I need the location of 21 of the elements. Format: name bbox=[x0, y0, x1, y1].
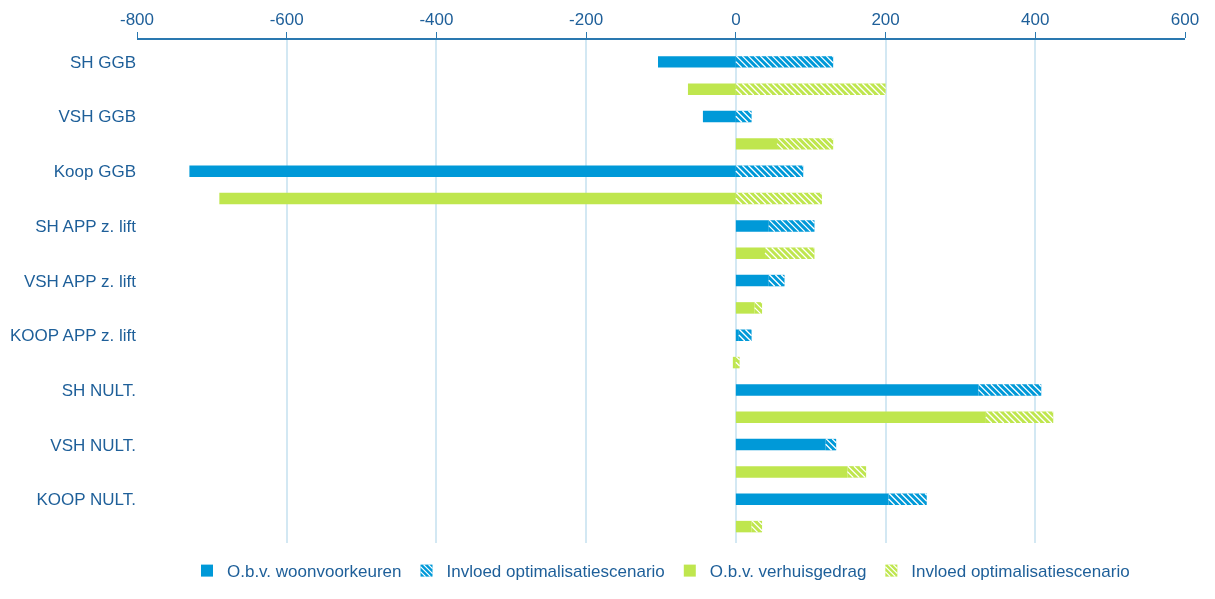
x-tick-label: -800 bbox=[119, 10, 155, 30]
y-tick-label: SH APP z. lift bbox=[35, 216, 137, 236]
x-tick-label: 600 bbox=[1170, 10, 1200, 30]
y-tick-label: VSH GGB bbox=[58, 107, 136, 127]
x-tick-label: -400 bbox=[419, 10, 454, 30]
y-tick-label: SH GGB bbox=[69, 52, 136, 72]
y-tick-label: VSH APP z. lift bbox=[23, 271, 137, 291]
x-tick-label: -600 bbox=[269, 10, 304, 30]
y-tick-label: SH NULT. bbox=[61, 380, 136, 400]
x-tick-label: 0 bbox=[731, 10, 741, 30]
legend-label: Invloed optimalisatiescenario bbox=[446, 562, 665, 582]
y-tick-label: VSH NULT. bbox=[50, 435, 136, 455]
legend-label: O.b.v. verhuisgedrag bbox=[709, 562, 867, 582]
legend-label: O.b.v. woonvoorkeuren bbox=[227, 562, 402, 582]
y-tick-label: Koop GGB bbox=[53, 162, 136, 182]
x-tick-label: -200 bbox=[569, 10, 604, 30]
x-tick-label: 400 bbox=[1021, 10, 1050, 30]
legend-label: Invloed optimalisatiescenario bbox=[911, 562, 1130, 582]
x-tick-label: 200 bbox=[871, 10, 900, 30]
y-tick-label: KOOP NULT. bbox=[36, 490, 136, 510]
y-tick-label: KOOP APP z. lift bbox=[10, 326, 137, 346]
